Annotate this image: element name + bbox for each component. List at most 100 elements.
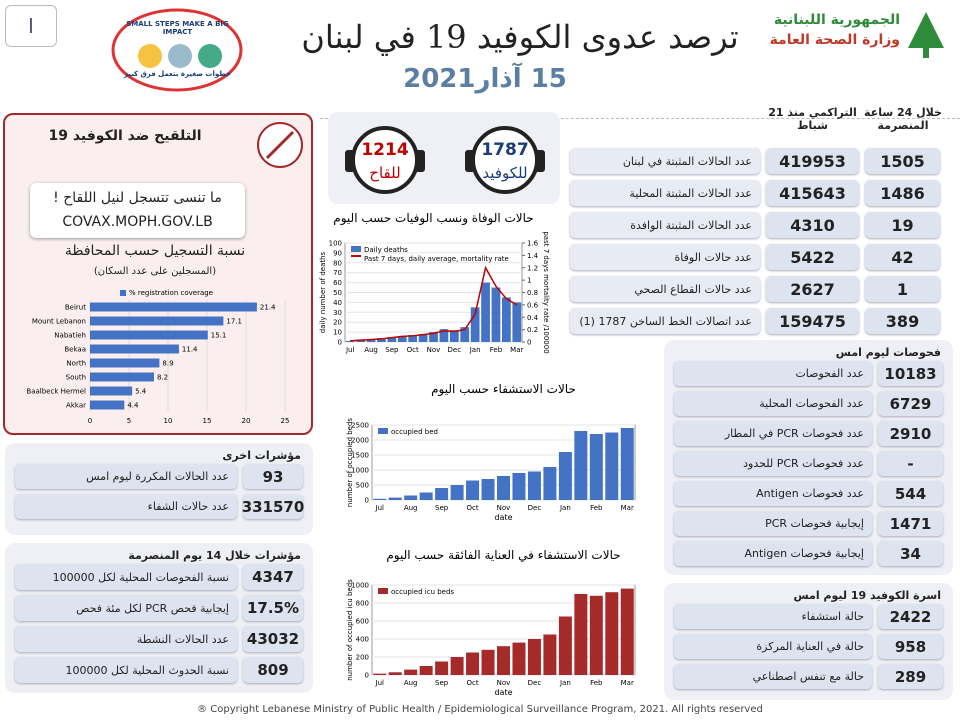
bar [450, 657, 464, 675]
row-label: حالة مع تنفس اصطناعي [674, 664, 872, 689]
y-tick-label: 200 [356, 654, 369, 662]
bar [620, 588, 634, 675]
row-value: 958 [878, 634, 943, 659]
y-tick-label: 1000 [351, 467, 369, 475]
bar [429, 332, 438, 342]
y-axis-label: number of occupied beds [346, 418, 354, 507]
stat-daily: 42 [865, 244, 940, 270]
bar [574, 594, 588, 675]
bar [512, 642, 526, 675]
y-tick-label: 90 [333, 249, 342, 257]
indicators-14-days: مؤشرات خلال 14 يوم المنصرمة نسبة الفحوصات… [5, 543, 313, 693]
campaign-text: SMALL STEPS MAKE A BIG IMPACT [126, 20, 229, 36]
y-tick-label: 50 [333, 289, 342, 297]
y2-axis-label: past 7 days mortality rate /100000 [542, 231, 550, 353]
x-tick-label: 5 [127, 417, 131, 425]
bar [589, 434, 603, 500]
panel-row: عدد الفحوصات المحلية 6729 [674, 391, 943, 416]
vaccination-panel [3, 113, 313, 435]
x-tick-label: Mar [510, 346, 523, 354]
ministry-sub: وزارة الصحة العامة [769, 32, 900, 48]
y-tick-label: 2000 [351, 437, 369, 445]
category-label: Mount Lebanon [32, 318, 86, 326]
page-badge: I [5, 5, 57, 47]
stat-row: عدد الحالات المثبتة في لبنان 419953 1505 [570, 148, 940, 174]
y-tick-label: 800 [356, 600, 369, 608]
panel-title: اسرة الكوفيد 19 ليوم امس [793, 589, 941, 602]
x-tick-label: 20 [242, 417, 251, 425]
legend-swatch [351, 246, 361, 252]
panel-row: إيجابية فحص PCR لكل مئة فحص 17.5% [15, 595, 303, 621]
ear [465, 150, 475, 172]
bar [512, 302, 522, 342]
panel-row: عدد حالات الشفاء 331570 [15, 494, 304, 519]
bar [574, 431, 588, 500]
category-label: Nabatieh [54, 332, 86, 340]
x-tick-label: Aug [404, 679, 418, 687]
stat-label: عدد الحالات المثبتة المحلية [570, 180, 760, 206]
ear [535, 150, 545, 172]
x-tick-label: Aug [364, 346, 378, 354]
panel-row: عدد الحالات النشطة 43032 [15, 626, 303, 652]
bar [558, 452, 572, 500]
y-tick-label: 0 [365, 497, 369, 505]
legend-label: Past 7 days, daily average, mortality ra… [364, 255, 509, 263]
panel-row: عدد فحوصات PCR في المطار 2910 [674, 421, 943, 446]
bar [470, 307, 480, 342]
hotline-number: 1787 [481, 140, 528, 160]
row-label: إيجابية فحص PCR لكل مئة فحص [15, 595, 237, 621]
legend-swatch [378, 428, 388, 434]
bar [605, 432, 619, 500]
cedar-logo [908, 12, 944, 58]
x-tick-label: Dec [448, 346, 462, 354]
stat-row: عدد حالات الوفاة 5422 42 [570, 244, 940, 270]
panel-title: مؤشرات خلال 14 يوم المنصرمة [128, 549, 301, 562]
other-indicators: مؤشرات اخرى عدد الحالات المكررة ليوم امس 9… [5, 443, 313, 535]
y-tick-label: 100 [329, 240, 342, 248]
x-tick-label: Oct [467, 504, 479, 512]
headset [471, 126, 539, 194]
chart-title: حالات الوفاة ونسب الوفيات حسب اليوم [333, 211, 533, 226]
hotline-label: للكوفيد [482, 164, 527, 182]
y-tick-label: 2500 [351, 422, 369, 430]
legend-swatch [120, 290, 126, 296]
x-tick-label: 15 [203, 417, 212, 425]
row-value: 6729 [878, 391, 943, 416]
legend-label: Daily deaths [364, 246, 408, 254]
bar [527, 639, 541, 675]
row-value: 1471 [878, 511, 943, 536]
stat-cumulative: 4310 [766, 212, 859, 238]
y2-tick-label: 1 [527, 277, 531, 285]
family-panel: اسرة الكوفيد 19 ليوم امس حالة استشفاء 2422… [664, 583, 953, 700]
y2-tick-label: 1.6 [527, 240, 539, 248]
row-value: 809 [243, 657, 303, 683]
x-tick-label: Sep [435, 679, 449, 687]
panel-row: نسبة الفحوصات المحلية لكل 100000 4347 [15, 564, 303, 590]
registration-subtitle: نسبة التسجيل حسب المحافظة [64, 243, 246, 259]
x-tick-label: Oct [407, 346, 419, 354]
stat-cumulative: 5422 [766, 244, 859, 270]
panel-title: فحوصات ليوم امس [835, 346, 941, 359]
row-label: نسبة الفحوصات المحلية لكل 100000 [15, 564, 237, 590]
hotline-icon [465, 126, 545, 194]
stat-label: عدد حالات القطاع الصحي [570, 276, 760, 302]
hotline-icon [345, 126, 425, 194]
campaign-text-ar: خطوات صغيرة بتعمل فرق كبير [123, 70, 232, 78]
x-tick-label: Mar [621, 679, 634, 687]
x-tick-label: Jan [559, 679, 571, 687]
bar [419, 666, 433, 675]
y2-tick-label: 0.6 [527, 301, 539, 309]
x-tick-label: Jan [559, 504, 571, 512]
y-tick-label: 0 [365, 672, 369, 680]
ministry: الجمهورية اللبنانية [773, 12, 900, 28]
bar [388, 497, 402, 500]
panel-row: عدد فحوصات PCR للحدود - [674, 451, 943, 476]
y2-tick-label: 1.2 [527, 264, 538, 272]
date: 15 آذار2021 [403, 64, 567, 94]
y2-tick-label: 1.4 [527, 252, 539, 260]
value-label: 4.4 [127, 402, 139, 410]
bar [345, 341, 355, 342]
bar [90, 372, 154, 382]
bar [543, 634, 557, 675]
row-value: 331570 [242, 494, 304, 519]
